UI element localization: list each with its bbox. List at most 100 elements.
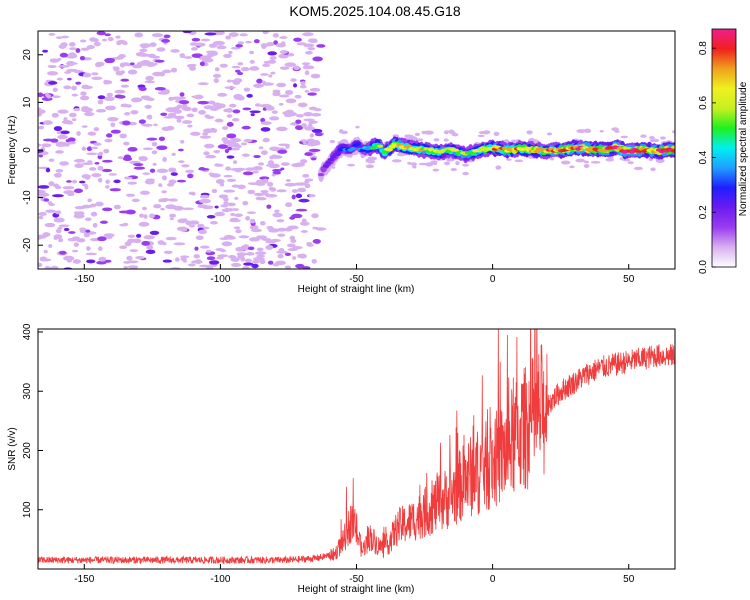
spectrogram-cell bbox=[297, 187, 307, 193]
spectrogram-cell bbox=[306, 242, 313, 246]
spectrogram-cell bbox=[240, 66, 250, 72]
spectrogram-cell bbox=[165, 236, 177, 241]
spectrogram-cell bbox=[249, 218, 256, 224]
spectrogram-cell bbox=[314, 132, 323, 137]
spectrogram-cell bbox=[312, 226, 319, 230]
spectrogram-cell bbox=[204, 32, 217, 36]
spectrogram-cell bbox=[161, 190, 168, 194]
spectrogram-cell bbox=[105, 179, 110, 184]
spectrogram-cell bbox=[72, 179, 77, 184]
spectrogram-cell bbox=[367, 156, 378, 161]
spectrogram-cell bbox=[295, 125, 304, 131]
spectrogram-cell bbox=[171, 152, 176, 157]
spectrogram-cell bbox=[211, 188, 218, 194]
spectrogram-cell bbox=[53, 126, 63, 132]
spectrogram-cell bbox=[302, 173, 310, 178]
spectrogram-cell bbox=[203, 105, 215, 110]
spectrogram-cell bbox=[295, 193, 303, 199]
spectrogram-cell bbox=[115, 35, 121, 39]
spectrogram-cell bbox=[123, 261, 131, 264]
spectrogram-y-tick-label: -10 bbox=[22, 190, 33, 205]
spectrogram-cell bbox=[173, 205, 184, 211]
spectrogram-y-tick-label: -20 bbox=[22, 238, 33, 253]
spectrogram-cell bbox=[58, 224, 70, 228]
spectrogram-cell bbox=[193, 254, 201, 259]
spectrogram-cell bbox=[190, 131, 201, 136]
spectrogram-cell bbox=[147, 53, 156, 58]
spectrogram-cell bbox=[228, 32, 239, 37]
spectrogram-cell bbox=[247, 246, 255, 251]
spectrogram-cell bbox=[267, 181, 274, 187]
spectrogram-cell bbox=[81, 125, 88, 128]
spectrogram-cell bbox=[154, 87, 166, 91]
spectrogram-cell bbox=[73, 158, 86, 163]
spectrogram-cell bbox=[295, 263, 305, 269]
spectrogram-cell bbox=[87, 131, 97, 136]
spectrogram-cell bbox=[57, 109, 69, 114]
spectrogram-cell bbox=[48, 81, 58, 85]
spectrogram-cell bbox=[309, 133, 315, 138]
spectrogram-cell bbox=[304, 178, 314, 182]
spectrogram-cell bbox=[265, 105, 275, 111]
spectrogram-cell bbox=[60, 130, 70, 135]
spectrogram-cell bbox=[73, 242, 79, 247]
spectrogram-cell bbox=[284, 252, 292, 257]
spectrogram-cell bbox=[221, 241, 233, 247]
spectrogram-x-tick-label: 0 bbox=[490, 274, 496, 285]
spectrogram-x-label: Height of straight line (km) bbox=[298, 284, 415, 295]
spectrogram-cell bbox=[576, 129, 587, 134]
spectrogram-cell bbox=[68, 52, 77, 57]
spectrogram-cell bbox=[48, 33, 56, 36]
spectrogram-cell bbox=[51, 112, 59, 118]
spectrogram-cell bbox=[162, 69, 172, 74]
spectrogram-ridge-cell bbox=[376, 144, 384, 148]
spectrogram-cell bbox=[272, 89, 281, 93]
spectrogram-cell bbox=[297, 182, 307, 186]
spectrogram-cell bbox=[216, 45, 227, 50]
spectrogram-cell bbox=[510, 139, 518, 143]
spectrogram-cell bbox=[177, 160, 185, 164]
spectrogram-cell bbox=[276, 227, 287, 232]
spectrogram-cell bbox=[254, 103, 261, 107]
spectrogram-cell bbox=[245, 216, 251, 221]
spectrogram-cell bbox=[59, 143, 68, 147]
spectrogram-cell bbox=[223, 197, 229, 202]
spectrogram-cell bbox=[72, 236, 80, 241]
spectrogram-cell bbox=[526, 130, 533, 135]
spectrogram-cell bbox=[236, 252, 247, 257]
spectrogram-cell bbox=[197, 100, 210, 105]
spectrogram-cell bbox=[95, 201, 104, 207]
spectrogram-cell bbox=[611, 127, 619, 132]
spectrogram-cell bbox=[278, 94, 290, 98]
spectrogram-cell bbox=[146, 137, 158, 141]
spectrogram-cell bbox=[177, 148, 184, 152]
spectrogram-cell bbox=[149, 42, 157, 47]
spectrogram-cell bbox=[197, 82, 209, 86]
snr-y-tick-label: 300 bbox=[22, 382, 33, 399]
colorbar-tick-label: 0.4 bbox=[698, 150, 709, 164]
spectrogram-cell bbox=[304, 70, 310, 76]
spectrogram-cell bbox=[82, 72, 92, 78]
spectrogram-cell bbox=[98, 246, 103, 251]
spectrogram-cell bbox=[414, 132, 421, 136]
spectrogram-cell bbox=[104, 259, 112, 263]
spectrogram-cell bbox=[173, 115, 185, 120]
spectrogram-cell bbox=[231, 65, 241, 69]
spectrogram-cell bbox=[241, 153, 250, 157]
spectrogram-cell bbox=[79, 227, 87, 231]
spectrogram-cell bbox=[229, 103, 237, 108]
spectrogram-cell bbox=[63, 255, 75, 261]
spectrogram-cell bbox=[260, 150, 268, 156]
spectrogram-ridge-cell bbox=[322, 164, 330, 168]
spectrogram-ridge-cell bbox=[523, 146, 531, 150]
colorbar-tick-label: 0.6 bbox=[698, 95, 709, 109]
spectrogram-ridge-cell bbox=[327, 157, 335, 162]
spectrogram-cell bbox=[291, 256, 297, 260]
spectrogram-cell bbox=[227, 254, 237, 259]
spectrogram-cell bbox=[135, 52, 146, 57]
spectrogram-cell bbox=[215, 179, 225, 184]
spectrogram-cell bbox=[226, 79, 232, 83]
spectrogram-cell bbox=[301, 123, 307, 128]
spectrogram-cell bbox=[103, 148, 110, 154]
spectrogram-cell bbox=[284, 182, 297, 187]
